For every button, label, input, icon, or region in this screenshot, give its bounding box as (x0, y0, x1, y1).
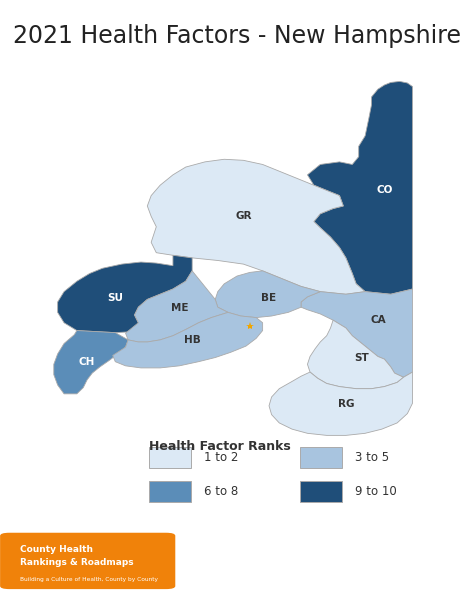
Text: County Health: County Health (20, 545, 93, 554)
Text: Rankings & Roadmaps: Rankings & Roadmaps (20, 558, 134, 567)
FancyBboxPatch shape (301, 446, 342, 468)
Text: SU: SU (107, 294, 123, 303)
FancyBboxPatch shape (149, 446, 191, 468)
Text: ST: ST (354, 352, 369, 362)
FancyBboxPatch shape (0, 533, 175, 589)
Polygon shape (215, 271, 320, 317)
Text: CA: CA (370, 315, 386, 325)
Text: 2021 Health Factors - New Hampshire: 2021 Health Factors - New Hampshire (13, 24, 461, 47)
Text: Building a Culture of Health, County by County: Building a Culture of Health, County by … (20, 577, 158, 582)
Text: GR: GR (235, 211, 252, 221)
Text: HB: HB (184, 335, 201, 345)
Text: 3 to 5: 3 to 5 (355, 451, 389, 464)
FancyBboxPatch shape (301, 481, 342, 502)
Text: RG: RG (337, 399, 354, 409)
Text: 1 to 2: 1 to 2 (204, 451, 238, 464)
Polygon shape (269, 372, 412, 435)
Polygon shape (308, 320, 403, 389)
Text: Health Factor Ranks: Health Factor Ranks (149, 439, 291, 452)
Polygon shape (301, 289, 412, 377)
FancyBboxPatch shape (149, 481, 191, 502)
Text: 6 to 8: 6 to 8 (204, 485, 238, 498)
Polygon shape (147, 159, 365, 294)
Polygon shape (54, 330, 128, 394)
Text: 9 to 10: 9 to 10 (355, 485, 397, 498)
Text: ME: ME (171, 303, 188, 313)
Polygon shape (308, 82, 412, 294)
Text: CO: CO (376, 185, 392, 195)
Polygon shape (126, 271, 228, 342)
Polygon shape (58, 255, 192, 333)
Polygon shape (113, 313, 263, 368)
Text: BE: BE (262, 294, 277, 303)
Text: CH: CH (79, 357, 95, 366)
